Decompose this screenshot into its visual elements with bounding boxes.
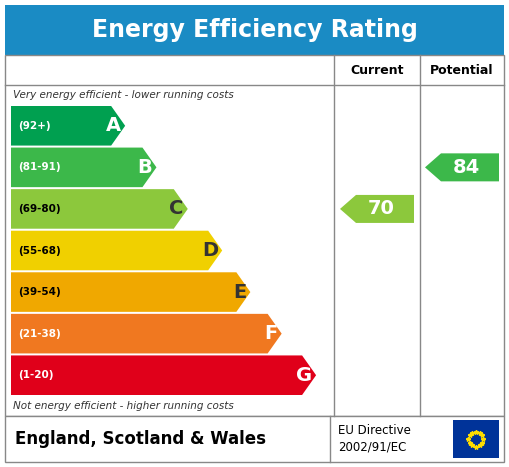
Polygon shape <box>11 314 281 354</box>
Text: C: C <box>169 199 184 219</box>
Text: Not energy efficient - higher running costs: Not energy efficient - higher running co… <box>13 401 234 411</box>
Polygon shape <box>425 153 499 181</box>
Text: F: F <box>264 324 278 343</box>
Text: (1-20): (1-20) <box>18 370 53 380</box>
Text: Current: Current <box>350 64 404 77</box>
Polygon shape <box>340 195 414 223</box>
Polygon shape <box>11 272 250 312</box>
Polygon shape <box>11 148 156 187</box>
Polygon shape <box>11 355 316 395</box>
Text: (21-38): (21-38) <box>18 329 61 339</box>
Text: A: A <box>106 116 121 135</box>
Text: Potential: Potential <box>430 64 494 77</box>
Text: (39-54): (39-54) <box>18 287 61 297</box>
Text: (69-80): (69-80) <box>18 204 61 214</box>
Text: Very energy efficient - lower running costs: Very energy efficient - lower running co… <box>13 90 234 100</box>
Text: G: G <box>296 366 312 385</box>
Text: B: B <box>138 158 153 177</box>
Polygon shape <box>11 106 125 146</box>
Text: EU Directive
2002/91/EC: EU Directive 2002/91/EC <box>338 424 411 454</box>
Bar <box>5 55 504 416</box>
Text: E: E <box>233 283 246 302</box>
Text: (81-91): (81-91) <box>18 163 61 172</box>
Text: Energy Efficiency Rating: Energy Efficiency Rating <box>92 18 417 42</box>
Bar <box>5 416 504 462</box>
Polygon shape <box>11 231 222 270</box>
Text: D: D <box>202 241 218 260</box>
Polygon shape <box>11 189 188 229</box>
Text: England, Scotland & Wales: England, Scotland & Wales <box>15 430 266 448</box>
Text: 70: 70 <box>367 199 394 219</box>
Bar <box>453 420 499 458</box>
Text: 84: 84 <box>453 158 479 177</box>
Text: (92+): (92+) <box>18 121 50 131</box>
Text: (55-68): (55-68) <box>18 246 61 255</box>
Bar <box>5 5 504 55</box>
